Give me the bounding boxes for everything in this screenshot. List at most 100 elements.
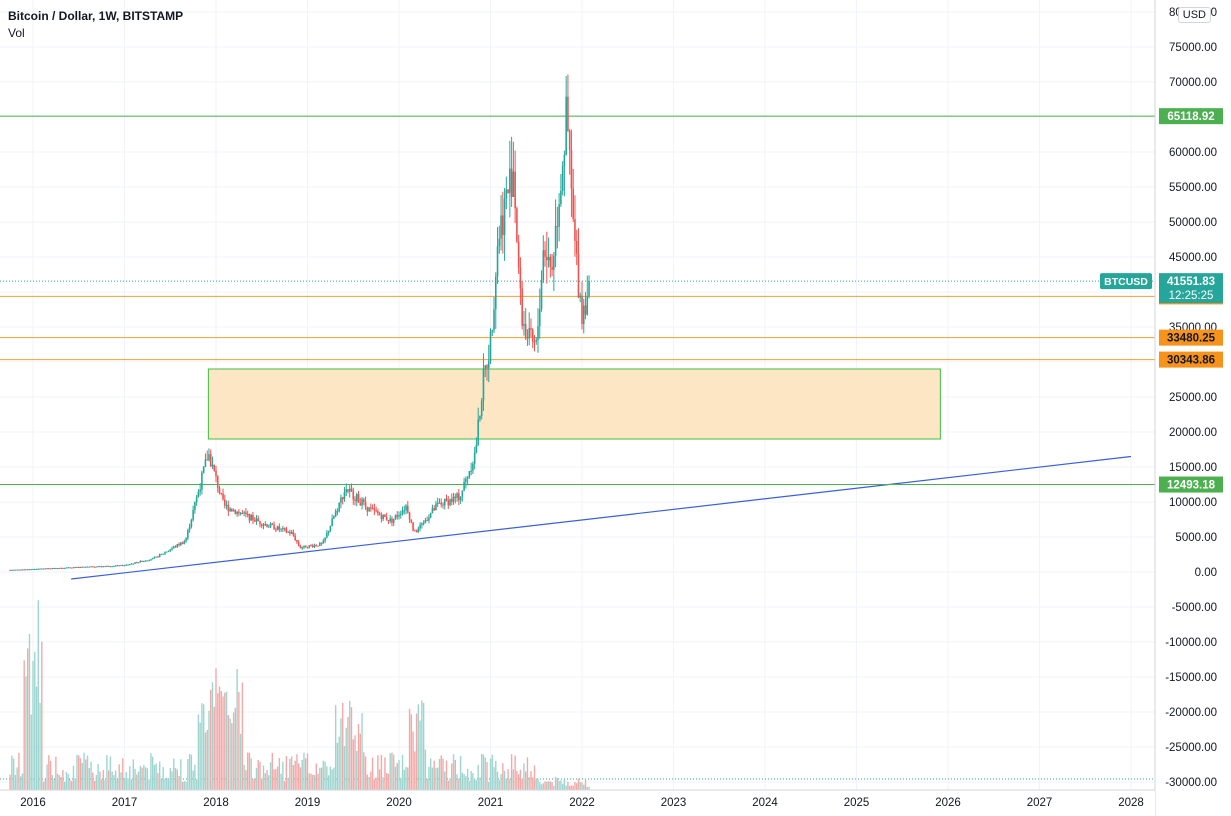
volume-bar <box>120 772 122 790</box>
volume-bar <box>429 758 432 790</box>
candle-body <box>231 508 233 512</box>
candle-body <box>51 568 54 570</box>
volume-bar <box>197 714 200 790</box>
candle-body <box>340 497 342 503</box>
candle-body <box>239 513 242 515</box>
candle-body <box>392 518 395 523</box>
volume-bar <box>331 769 333 790</box>
candle-body <box>470 470 472 472</box>
volume-bar <box>88 767 91 790</box>
volume-bar <box>92 772 94 790</box>
currency-button[interactable]: USD <box>1177 7 1211 23</box>
candle-body <box>53 567 55 569</box>
candle-body <box>62 567 64 569</box>
volume-bar <box>173 758 175 790</box>
candle-body <box>90 566 92 568</box>
volume-bar <box>67 773 69 790</box>
volume-bar <box>442 758 444 790</box>
volume-bar <box>283 781 286 790</box>
volume-bar <box>378 769 381 790</box>
candle-body <box>95 566 98 568</box>
candle-body <box>79 567 82 569</box>
volume-bar <box>275 769 277 790</box>
candle-body <box>412 522 414 531</box>
x-tick-label: 2023 <box>661 797 687 809</box>
candle-body <box>329 526 332 532</box>
candle-body <box>241 513 244 515</box>
volume-bar <box>224 692 226 790</box>
volume-bar <box>417 704 420 790</box>
volume-bar <box>523 763 525 790</box>
volume-bar <box>349 700 351 790</box>
candle-body <box>396 515 399 517</box>
volume-bar <box>49 760 52 790</box>
candle-body <box>384 514 386 517</box>
candle-body <box>363 499 365 502</box>
volume-bar <box>481 753 483 790</box>
volume-bar <box>199 722 201 790</box>
candle-body <box>114 565 117 567</box>
candle-body <box>130 563 133 565</box>
price-axis-panel <box>1155 0 1231 816</box>
y-tick-label: 70000.00 <box>1169 77 1217 89</box>
volume-bar <box>81 762 83 790</box>
candle-body <box>588 281 590 297</box>
volume-bar <box>424 749 427 790</box>
candle-body <box>146 560 149 562</box>
candle-body <box>121 565 124 567</box>
candle-body <box>327 531 330 533</box>
volume-bar <box>155 763 157 790</box>
volume-bar <box>470 770 472 790</box>
volume-bar <box>225 691 228 790</box>
candle-body <box>162 553 165 555</box>
volume-bar <box>55 756 57 790</box>
x-tick-label: 2018 <box>203 797 229 809</box>
candle-body <box>361 499 363 506</box>
volume-bar <box>298 763 300 790</box>
candle-body <box>348 488 351 492</box>
candle-body <box>468 471 471 478</box>
volume-bar <box>577 778 580 790</box>
candle-body <box>359 502 362 506</box>
volume-bar <box>102 769 105 790</box>
candle-body <box>127 564 129 566</box>
candle-body <box>403 510 406 512</box>
y-tick-label: 45000.00 <box>1169 252 1217 264</box>
candle-body <box>12 569 15 571</box>
volume-bar <box>387 773 390 790</box>
volume-bar <box>248 752 251 790</box>
volume-bar <box>111 771 113 790</box>
candle-body <box>276 526 279 530</box>
candle-body <box>391 518 393 523</box>
candle-body <box>72 567 75 569</box>
candle-body <box>289 531 291 534</box>
candle-body <box>204 459 207 467</box>
volume-bar <box>56 773 59 790</box>
volume-bar <box>354 735 356 790</box>
candle-body <box>137 562 140 564</box>
candle-body <box>526 337 529 339</box>
candle-body <box>336 511 339 513</box>
candle-body <box>9 569 11 571</box>
volume-bar <box>546 781 548 790</box>
volume-bar <box>278 758 281 790</box>
volume-bar <box>584 778 587 790</box>
volume-bar <box>287 777 289 790</box>
candle-body <box>364 501 367 507</box>
candle-body <box>187 530 189 539</box>
candle-body <box>431 508 434 514</box>
candle-body <box>195 497 198 503</box>
volume-bar <box>241 682 244 790</box>
candle-body <box>465 478 467 482</box>
volume-bar <box>23 660 25 790</box>
volume-bar <box>371 757 374 790</box>
candle-body <box>586 296 589 315</box>
candle-body <box>86 566 89 568</box>
candle-body <box>547 256 550 261</box>
volume-bar <box>202 704 205 790</box>
volume-bar <box>14 774 17 790</box>
volume-bar <box>181 781 184 790</box>
y-tick-label: 10000.00 <box>1169 497 1217 509</box>
candle-body <box>245 512 247 515</box>
